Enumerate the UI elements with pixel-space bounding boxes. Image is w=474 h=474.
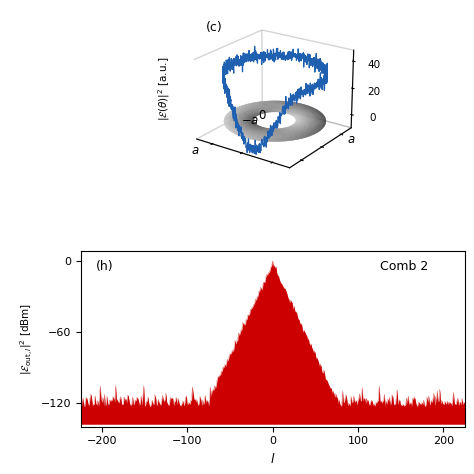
Text: Comb 2: Comb 2: [380, 260, 428, 273]
X-axis label: $l$: $l$: [270, 452, 275, 466]
Y-axis label: $|\mathcal{E}_{\mathrm{out},l}|^2$ [dBm]: $|\mathcal{E}_{\mathrm{out},l}|^2$ [dBm]: [18, 303, 35, 375]
Text: (h): (h): [96, 260, 114, 273]
Text: $|\mathcal{E}(\theta)|^2$ [a.u.]: $|\mathcal{E}(\theta)|^2$ [a.u.]: [156, 56, 172, 120]
Text: (c): (c): [206, 20, 223, 34]
